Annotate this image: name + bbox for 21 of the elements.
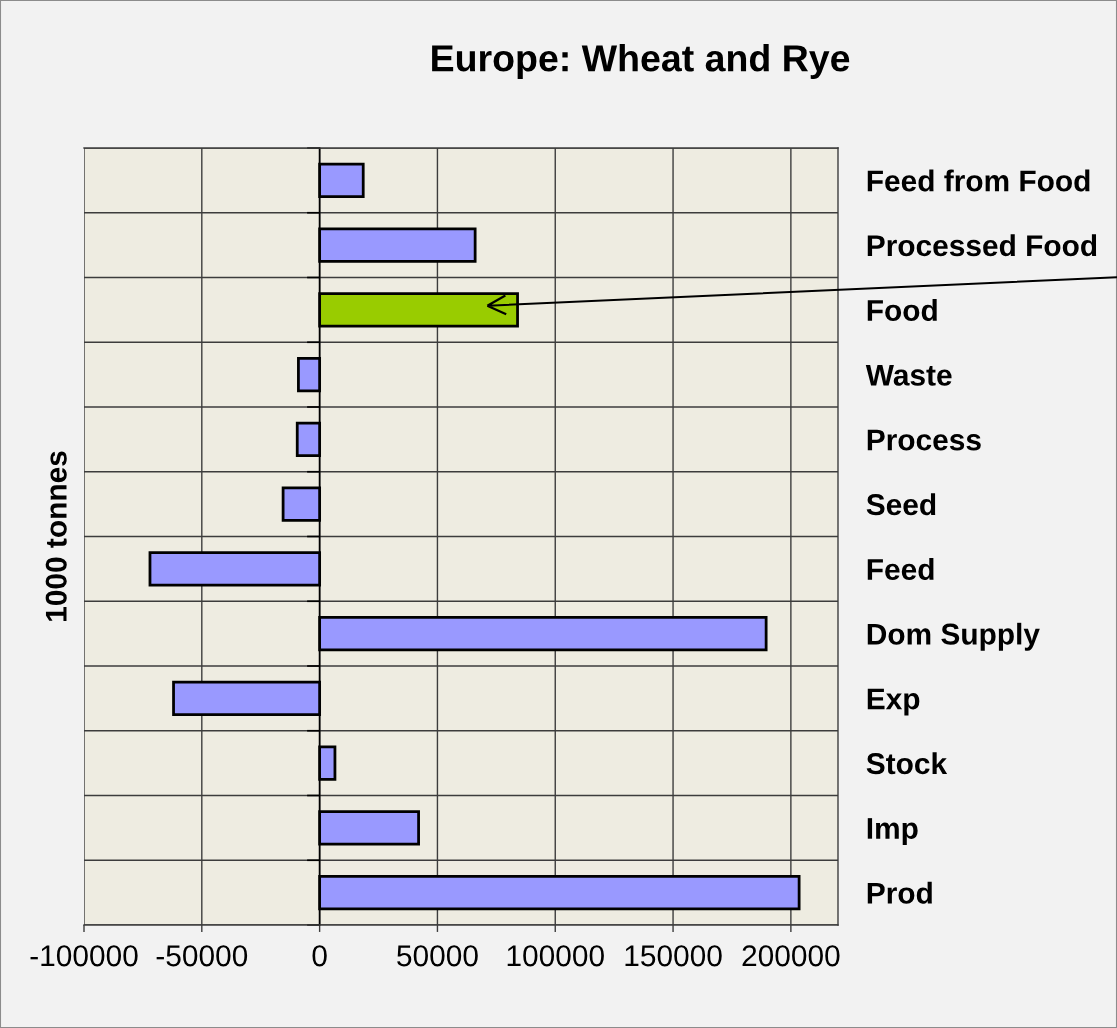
x-tick-label: -100000 [30, 945, 138, 967]
y-axis-title: 1000 tonnes [45, 451, 67, 621]
y-tick-label: Dom Supply [867, 622, 1040, 651]
y-tick-label: Food [867, 299, 937, 321]
y-tick-label: Process [867, 429, 981, 451]
x-tick-label: 100000 [507, 945, 604, 967]
y-tick-label: Imp [867, 818, 918, 845]
y-tick-label: Seed [866, 493, 936, 516]
chart-title: Europe: Wheat and Rye [432, 44, 850, 79]
y-tick-label: Feed [867, 558, 934, 580]
x-tick-label: 150000 [625, 945, 722, 967]
x-tick-label: -50000 [156, 945, 248, 967]
y-tick-label: Prod [867, 881, 932, 904]
x-tick-label: 50000 [397, 945, 478, 967]
x-tick-label: 0 [312, 945, 327, 967]
y-tick-label: Processed Food [867, 234, 1097, 257]
y-tick-label: Waste [865, 364, 952, 386]
x-tick-label: 200000 [742, 945, 840, 967]
y-tick-label: Stock [866, 752, 948, 775]
y-tick-label: Feed from Food [867, 169, 1090, 192]
y-tick-label: Exp [867, 688, 920, 716]
